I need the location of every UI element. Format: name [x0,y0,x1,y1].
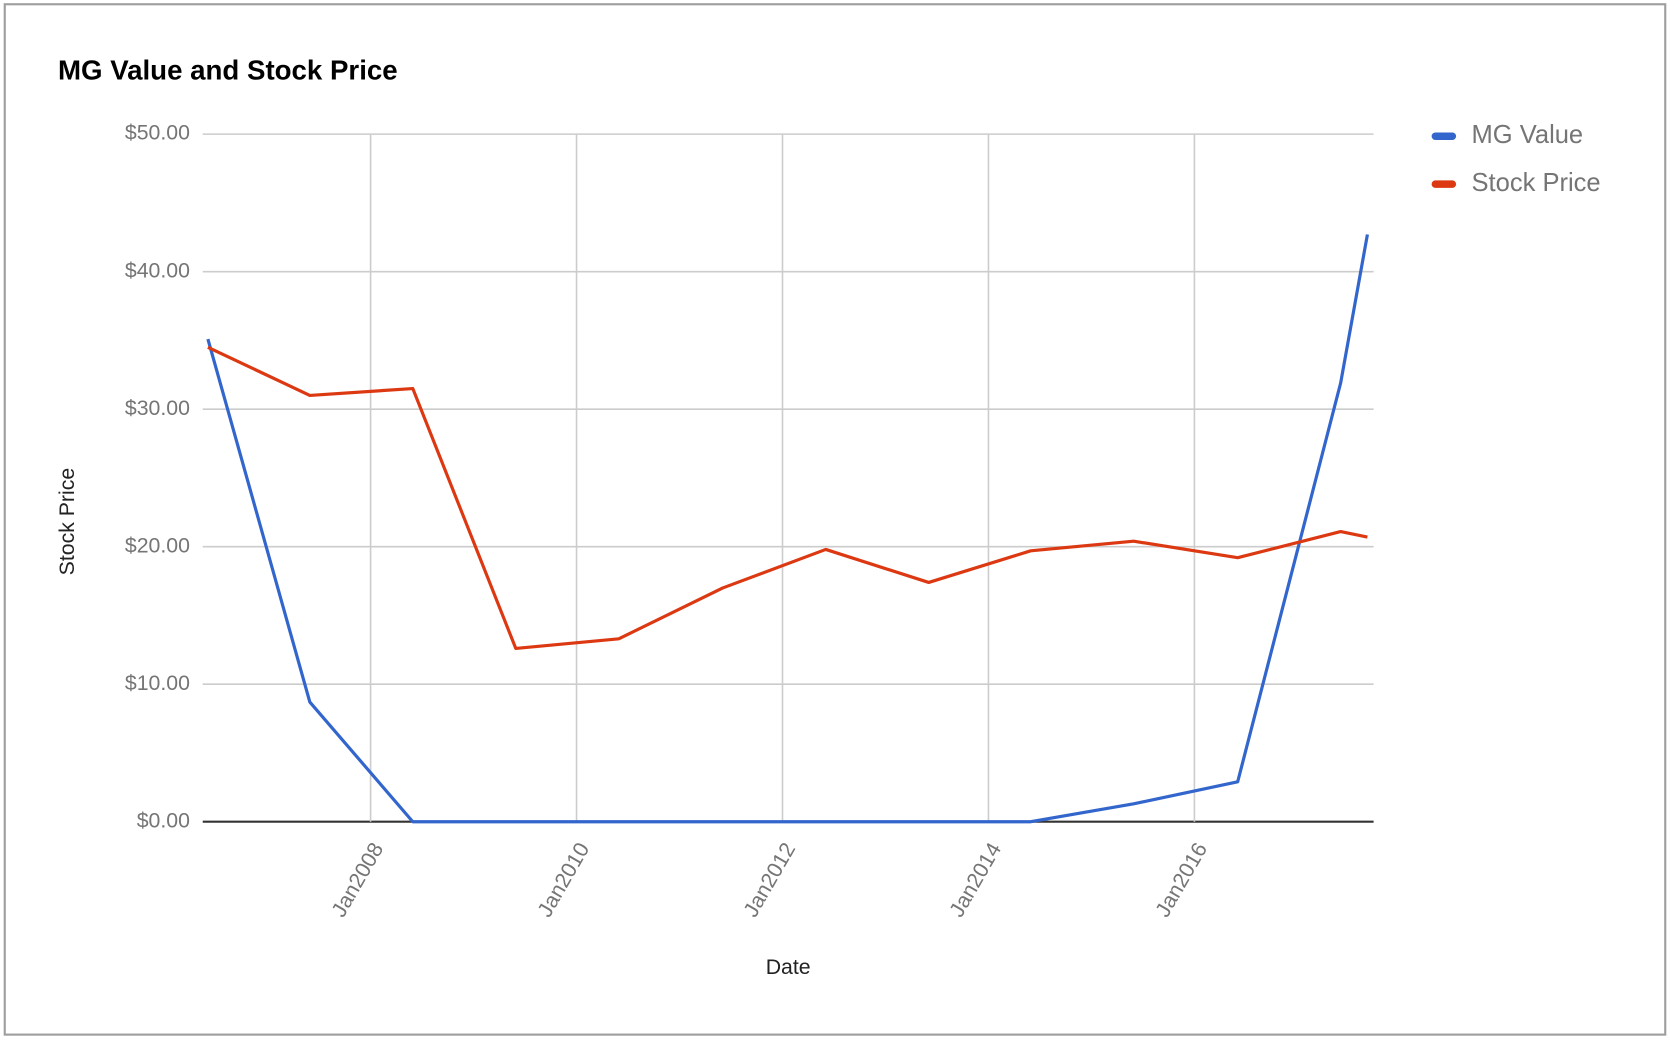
y-tick-label: $10.00 [125,671,190,695]
legend-label: MG Value [1472,121,1584,149]
y-tick-label: $20.00 [125,533,190,557]
series-line [206,234,1369,824]
series-line [207,345,1368,651]
y-tick-label: $0.00 [137,808,190,832]
y-tick-label: $30.00 [125,396,190,420]
y-axis-title: Stock Price [55,468,79,576]
chart-frame [3,3,1667,1036]
y-tick-label: $50.00 [125,121,190,145]
legend-label: Stock Price [1472,169,1601,197]
y-tick-label: $40.00 [125,258,190,282]
x-axis-title: Date [766,955,811,979]
chart-title: MG Value and Stock Price [58,55,398,86]
